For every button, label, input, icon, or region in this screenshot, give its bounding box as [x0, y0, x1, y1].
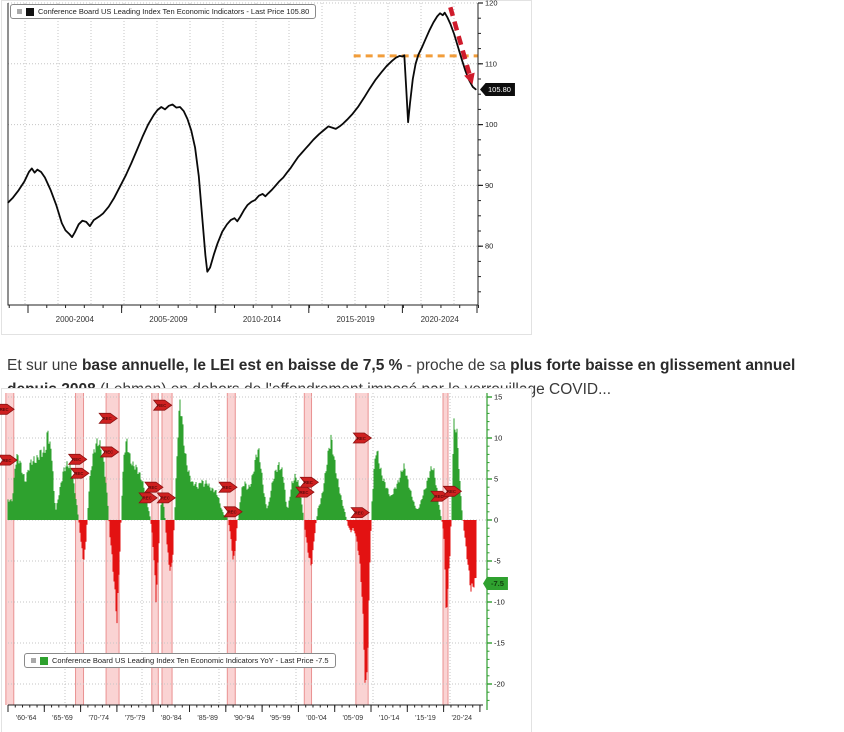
legend-green-square-icon [40, 656, 48, 665]
svg-text:REC: REC [304, 480, 313, 485]
svg-text:-5: -5 [494, 557, 501, 566]
svg-text:REC: REC [357, 436, 366, 441]
paragraph-segment: Et sur une [7, 356, 82, 374]
paragraph-segment: - proche de sa [402, 356, 511, 374]
svg-text:REC: REC [157, 403, 166, 408]
svg-text:'90-'94: '90-'94 [234, 715, 255, 722]
legend-gray-square-icon [31, 658, 36, 663]
svg-text:90: 90 [485, 181, 493, 190]
last-price-tag-level: 105.80 [480, 83, 515, 96]
svg-text:120: 120 [485, 0, 498, 8]
svg-text:REC: REC [104, 450, 113, 455]
svg-text:REC: REC [228, 510, 237, 515]
svg-text:2005-2009: 2005-2009 [149, 315, 188, 324]
svg-text:'00-'04: '00-'04 [306, 715, 327, 722]
svg-text:'20-'24: '20-'24 [451, 715, 472, 722]
svg-text:'85-'89: '85-'89 [197, 715, 218, 722]
legend-black-square-icon [26, 7, 34, 16]
svg-text:110: 110 [485, 59, 497, 68]
svg-text:'95-'99: '95-'99 [270, 715, 291, 722]
svg-text:REC: REC [72, 457, 81, 462]
svg-text:REC: REC [355, 510, 364, 515]
svg-text:-20: -20 [494, 680, 505, 689]
svg-text:REC: REC [222, 485, 231, 490]
last-price-tag-yoy: -7.5 [483, 577, 508, 590]
svg-text:'65-'69: '65-'69 [52, 715, 73, 722]
svg-text:'05-'09: '05-'09 [343, 715, 364, 722]
lei-yoy-chart-canvas: '60-'64 '65-'69 '70-'74 '75-'79 '80-'84 '85-'… [0, 393, 505, 722]
lei-yoy-chart [1, 388, 532, 732]
lei-level-legend-label: Conference Board US Leading Index Ten Ec… [38, 7, 310, 16]
svg-text:80: 80 [485, 242, 493, 251]
svg-text:2020-2024: 2020-2024 [421, 315, 460, 324]
svg-text:REC: REC [447, 489, 456, 494]
svg-text:REC: REC [299, 490, 308, 495]
svg-text:REC: REC [0, 407, 9, 412]
lei-level-chart-legend: Conference Board US Leading Index Ten Ec… [10, 4, 317, 19]
svg-text:REC: REC [74, 471, 83, 476]
lei-yoy-chart-legend: Conference Board US Leading Index Ten Ec… [24, 653, 336, 668]
svg-text:REC: REC [2, 458, 11, 463]
svg-text:'60-'64: '60-'64 [16, 715, 37, 722]
svg-text:2000-2004: 2000-2004 [56, 315, 95, 324]
svg-text:10: 10 [494, 434, 502, 443]
paragraph-segment-bold: base annuelle, le LEI est en baisse de 7… [81, 356, 403, 374]
svg-text:REC: REC [435, 494, 444, 499]
svg-text:5: 5 [494, 475, 498, 484]
svg-text:'15-'19: '15-'19 [415, 715, 436, 722]
svg-text:REC: REC [148, 485, 157, 490]
lei-yoy-legend-label: Conference Board US Leading Index Ten Ec… [52, 656, 329, 665]
svg-text:-10: -10 [494, 598, 505, 607]
svg-text:2015-2019: 2015-2019 [336, 315, 375, 324]
svg-text:2010-2014: 2010-2014 [243, 315, 282, 324]
svg-text:-15: -15 [494, 639, 505, 648]
svg-text:'80-'84: '80-'84 [161, 715, 182, 722]
svg-text:REC: REC [161, 496, 170, 501]
svg-text:15: 15 [494, 393, 502, 402]
svg-text:REC: REC [103, 416, 112, 421]
svg-text:'10-'14: '10-'14 [379, 715, 400, 722]
lei-level-chart-canvas: 2000-2004 2005-2009 2010-2014 2015-2019 2020… [7, 0, 498, 324]
legend-gray-square-icon [17, 9, 22, 14]
svg-text:REC: REC [143, 496, 152, 501]
svg-text:'70-'74: '70-'74 [88, 715, 109, 722]
svg-text:0: 0 [494, 516, 498, 525]
svg-text:100: 100 [485, 120, 498, 129]
svg-text:'75-'79: '75-'79 [125, 715, 146, 722]
